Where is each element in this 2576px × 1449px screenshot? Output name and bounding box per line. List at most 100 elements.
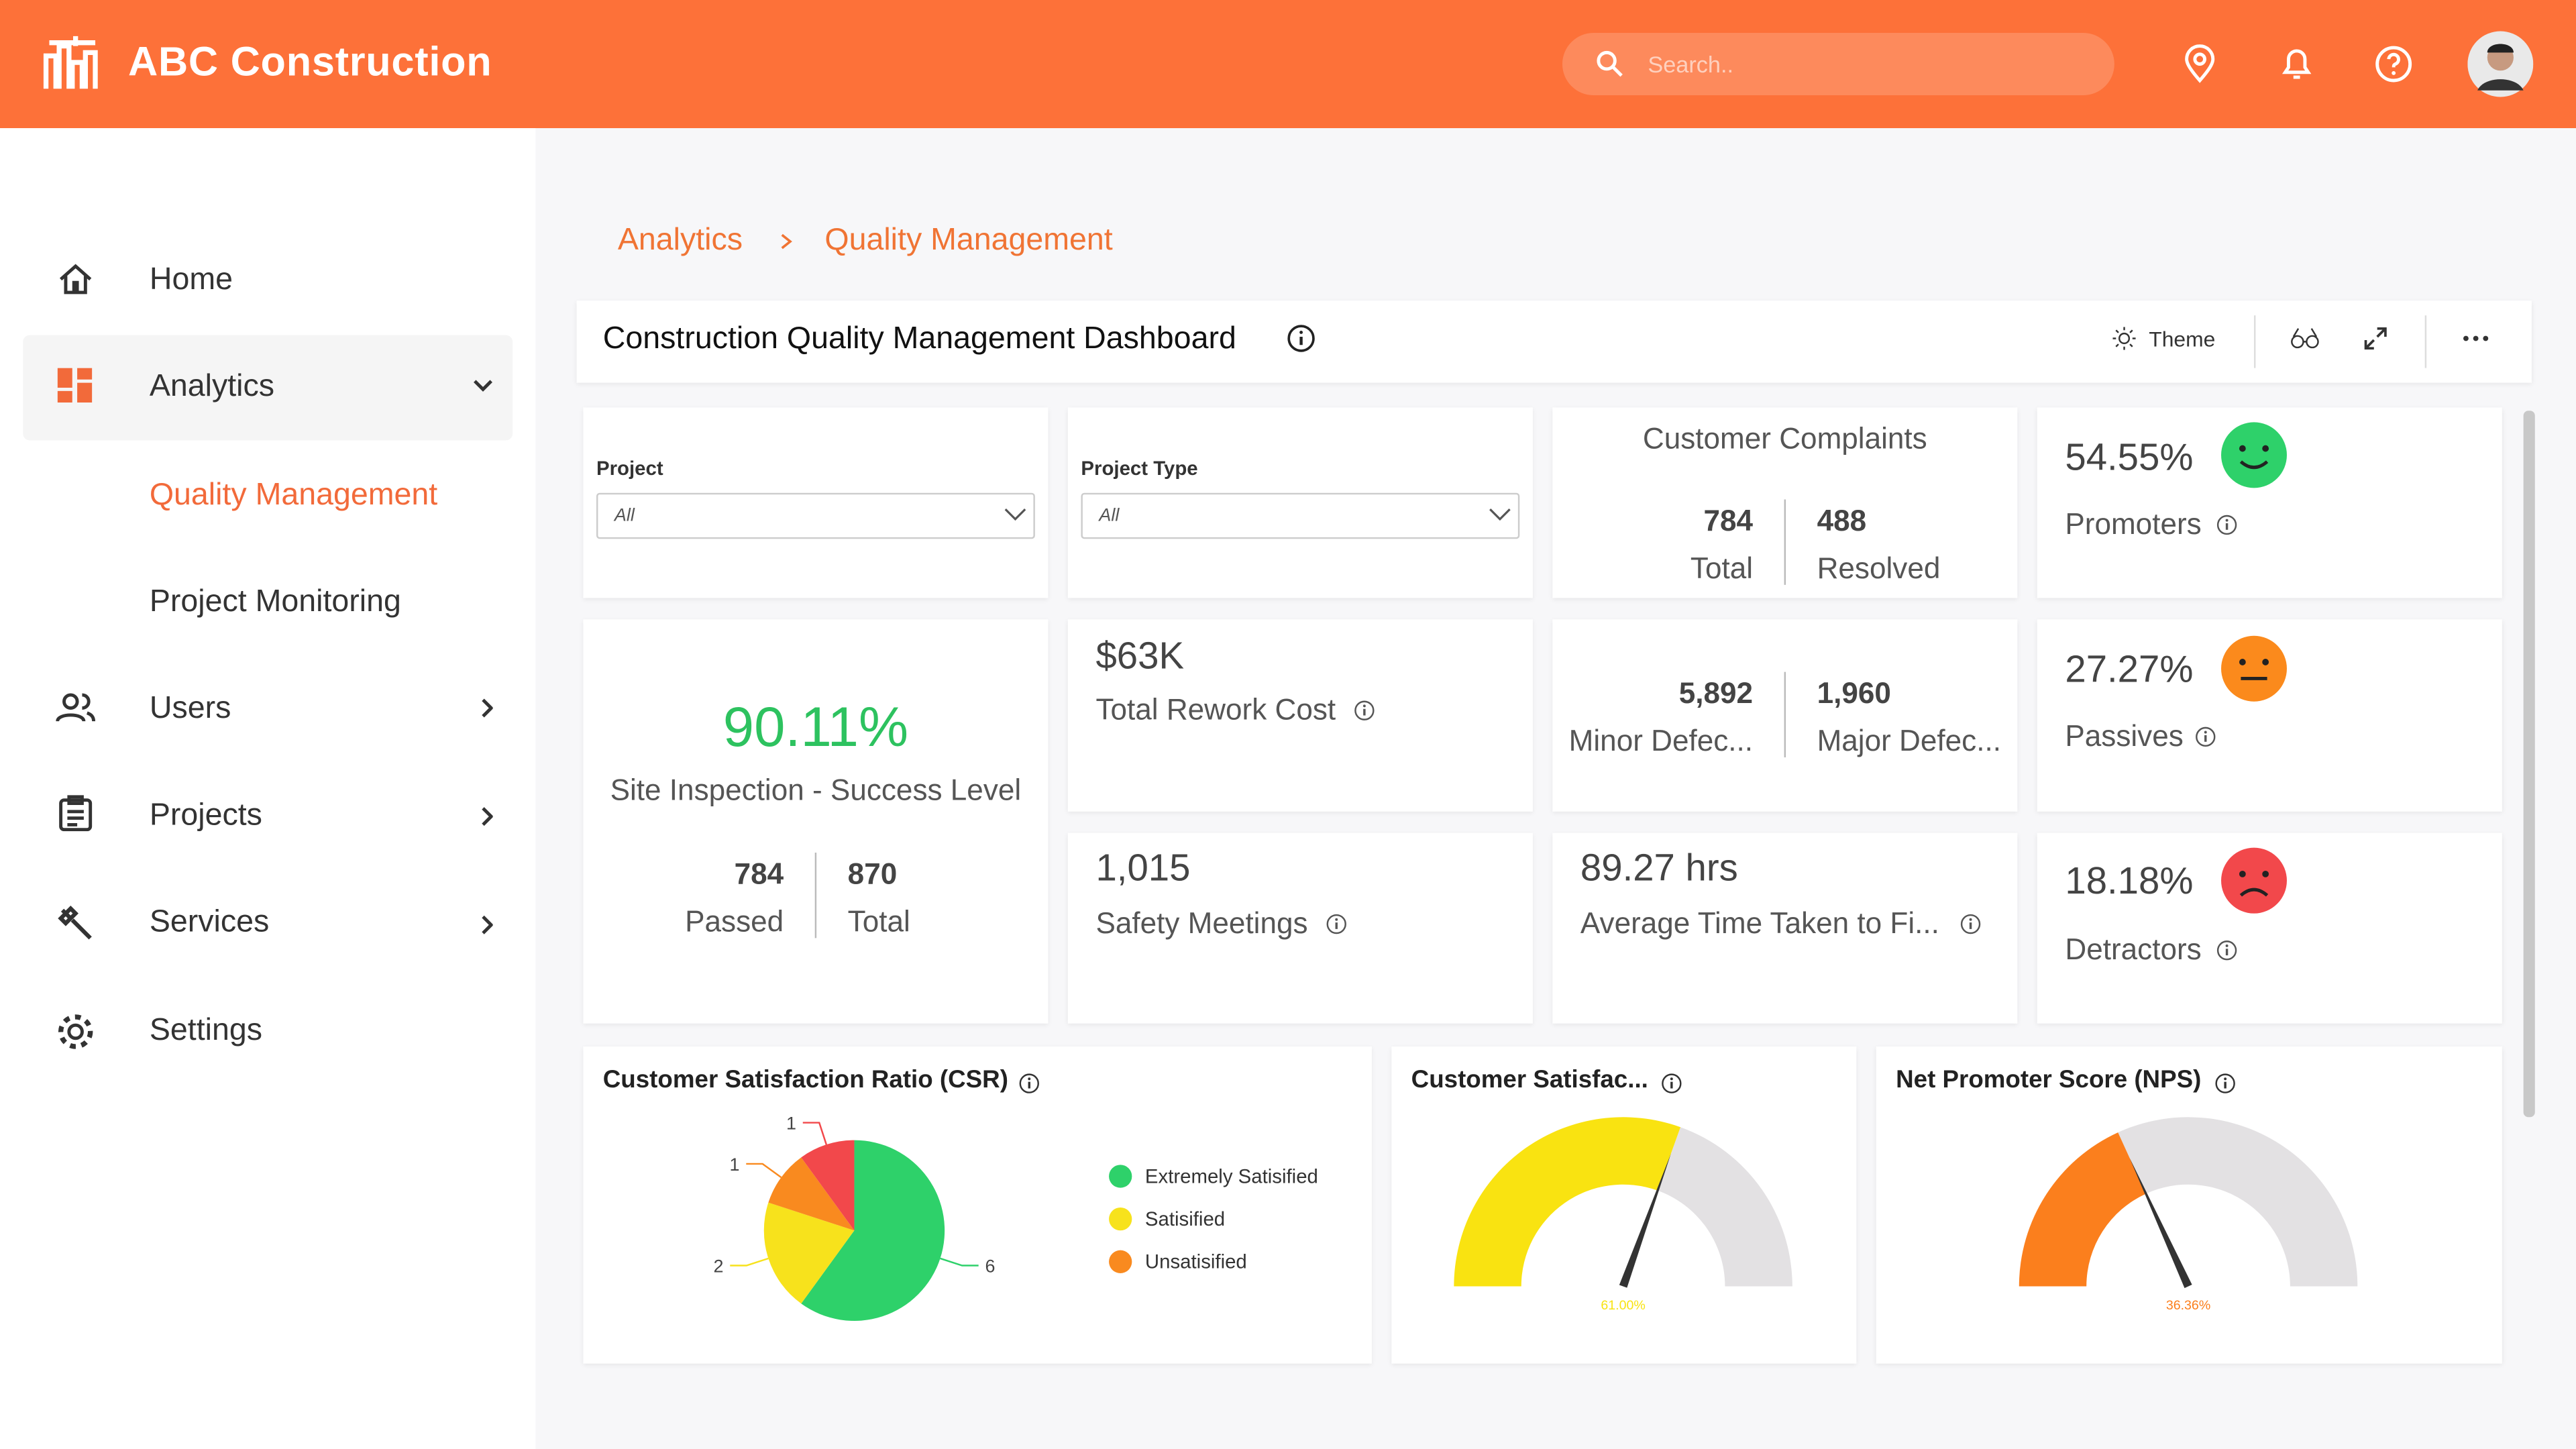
label-connector: [802, 1122, 828, 1145]
top-bar: ABC Construction Search..: [0, 0, 2576, 129]
location-button[interactable]: [2182, 44, 2218, 84]
gauge-track: [1658, 1127, 1792, 1287]
scrollbar[interactable]: [2523, 411, 2535, 1118]
search-box[interactable]: Search..: [1562, 32, 2114, 96]
info-icon[interactable]: [2216, 515, 2238, 536]
gauge-track: [2118, 1117, 2358, 1287]
info-icon[interactable]: [1354, 700, 1375, 721]
pie-slice: [768, 1157, 855, 1231]
legend-label: Satisified: [1145, 1208, 1225, 1230]
nav-users[interactable]: Users: [149, 692, 231, 727]
nav-home[interactable]: Home: [149, 262, 233, 298]
dropdown-arrow: [1489, 508, 1511, 521]
project-type-dropdown[interactable]: All: [1081, 492, 1520, 539]
minor-label: Minor Defec...: [1568, 724, 1754, 757]
gauge-chart: 61.00%: [1454, 1117, 1792, 1313]
divider: [1784, 499, 1786, 585]
services-icon: [58, 905, 92, 940]
brand: ABC Construction: [128, 39, 492, 86]
nav-analytics[interactable]: Analytics: [149, 370, 275, 405]
passed-value: 784: [734, 857, 784, 891]
nav-project-monitoring[interactable]: Project Monitoring: [149, 584, 401, 620]
passives-value: 27.27%: [2065, 647, 2194, 690]
info-icon[interactable]: [1960, 914, 1982, 935]
info-icon[interactable]: [1661, 1073, 1682, 1094]
divider: [2254, 315, 2256, 368]
fix-time-card: 89.27 hrs Average Time Taken to Fi...: [1552, 833, 2018, 1024]
promoters-label: Promoters: [2065, 507, 2202, 541]
major-defects: 1,960: [1817, 676, 1891, 710]
pie-slice: [801, 1140, 855, 1231]
nav-services[interactable]: Services: [149, 905, 270, 940]
chevron-down: [474, 380, 492, 392]
dropdown-arrow: [1004, 508, 1026, 521]
chart-title: Customer Satisfac...: [1411, 1066, 1648, 1095]
info-icon[interactable]: [2216, 940, 2238, 961]
fix-time-value: 89.27 hrs: [1580, 846, 1738, 889]
info-icon[interactable]: [1287, 323, 1316, 353]
more-button[interactable]: [2463, 335, 2489, 342]
info-icon[interactable]: [1326, 914, 1347, 935]
label-connector: [746, 1163, 782, 1179]
neutral-face: [2221, 635, 2287, 702]
info-icon[interactable]: [2195, 726, 2216, 747]
view-button[interactable]: [2290, 327, 2320, 350]
nps-card: Net Promoter Score (NPS) 36.36%: [1876, 1046, 2502, 1364]
passives-label: Passives: [2065, 719, 2184, 753]
data-label: 1: [729, 1155, 739, 1175]
info-icon[interactable]: [1018, 1073, 1040, 1094]
legend-swatch: [1109, 1208, 1132, 1231]
detractors-label: Detractors: [2065, 933, 2202, 967]
label-connector: [730, 1257, 769, 1267]
theme-icon: [2112, 327, 2136, 350]
total-label: Total: [1690, 551, 1754, 585]
help-button[interactable]: [2374, 44, 2414, 84]
theme-button[interactable]: Theme: [2149, 327, 2216, 352]
nav-quality-management[interactable]: Quality Management: [149, 478, 438, 513]
project-dropdown[interactable]: All: [596, 492, 1035, 539]
pie-slice: [763, 1202, 855, 1304]
filter-label: Project: [596, 456, 663, 480]
settings-icon: [58, 1014, 93, 1049]
sidebar: Home Analytics Quality Management Projec…: [0, 128, 536, 1449]
gauge-needle: [1619, 1153, 1671, 1288]
major-label: Major Defec...: [1817, 724, 2001, 757]
search-icon: [1597, 50, 1623, 77]
detractors-card: 18.18% Detractors: [2037, 833, 2502, 1024]
meetings-value: 1,015: [1095, 846, 1191, 889]
defects-card: 5,892 Minor Defec... 1,960 Major Defec..…: [1552, 619, 2018, 812]
meetings-card: 1,015 Safety Meetings: [1067, 833, 1533, 1024]
legend-label: Extremely Satisified: [1145, 1165, 1318, 1187]
complaints-resolved: 488: [1817, 504, 1867, 537]
breadcrumb-separator: [781, 233, 792, 250]
legend-swatch: [1109, 1250, 1132, 1273]
logo: [43, 36, 98, 89]
search-placeholder: Search..: [1648, 50, 1734, 78]
chart-title: Net Promoter Score (NPS): [1896, 1066, 2202, 1095]
nav-settings[interactable]: Settings: [149, 1014, 262, 1049]
happy-face: [2221, 422, 2287, 488]
detractors-value: 18.18%: [2065, 859, 2194, 902]
data-label: 6: [985, 1256, 995, 1276]
info-icon[interactable]: [2214, 1073, 2236, 1094]
inspection-total: 870: [847, 857, 898, 891]
fullscreen-button[interactable]: [2364, 327, 2387, 350]
inspection-value: 90.11%: [722, 696, 909, 759]
pie-slice: [801, 1140, 945, 1321]
rework-card: $63K Total Rework Cost: [1067, 619, 1533, 812]
total-label: Total: [847, 905, 910, 938]
nav-projects[interactable]: Projects: [149, 798, 262, 833]
csat-card: Customer Satisfac... 61.00%: [1391, 1046, 1857, 1364]
dropdown-value: All: [1099, 506, 1120, 526]
breadcrumb-analytics[interactable]: Analytics: [617, 223, 743, 258]
projects-icon: [59, 795, 93, 832]
avatar[interactable]: [2467, 31, 2534, 97]
notifications-button[interactable]: [2279, 44, 2315, 84]
home-icon: [59, 264, 92, 294]
data-label: 1: [786, 1113, 796, 1133]
analytics-icon: [57, 368, 93, 403]
meetings-label: Safety Meetings: [1095, 906, 1308, 940]
chevron-right: [482, 698, 493, 718]
sad-face: [2221, 847, 2287, 914]
